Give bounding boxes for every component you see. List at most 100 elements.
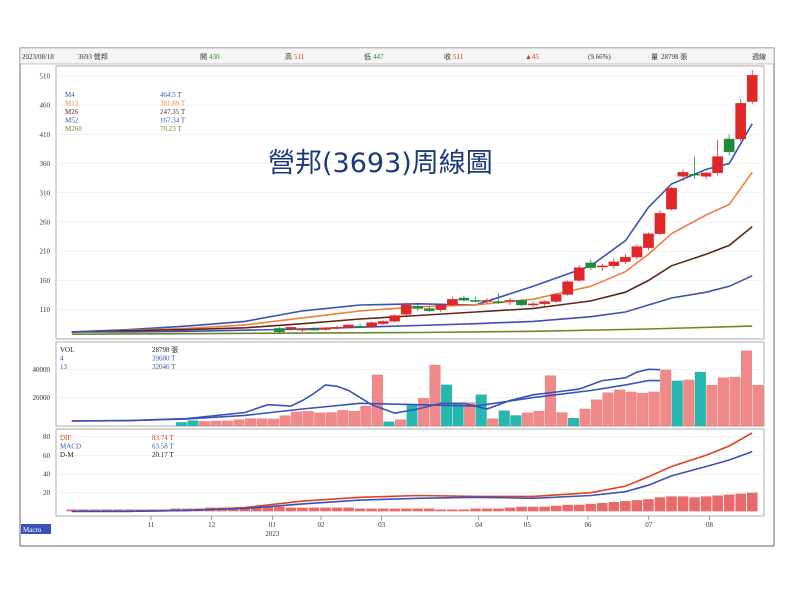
volume-bar — [406, 405, 418, 427]
volume-bar — [464, 402, 476, 427]
price-tick-label: 510 — [40, 72, 51, 80]
macd-histogram-bar — [308, 507, 320, 512]
x-month-label: 05 — [524, 521, 532, 529]
macd-histogram-bar — [504, 507, 516, 512]
candle-body — [608, 261, 620, 266]
volume-bar — [683, 379, 695, 427]
macd-histogram-bar — [562, 504, 574, 512]
price-tick-label: 160 — [40, 277, 51, 285]
volume-bar — [660, 369, 672, 427]
candle-body — [666, 187, 677, 210]
macd-tick-label: 40 — [43, 471, 51, 479]
volume-bar — [533, 410, 545, 427]
price-legend-value: 247.35 T — [160, 108, 186, 116]
candle-body — [585, 262, 597, 268]
macd-histogram-bar — [677, 496, 689, 512]
macd-histogram-bar — [423, 508, 435, 512]
macd-bars — [66, 492, 758, 512]
macd-histogram-bar — [412, 508, 424, 512]
macd-histogram-bar — [377, 508, 389, 512]
volume-bar — [637, 392, 649, 427]
line-vol13 — [71, 379, 660, 422]
volume-bar — [694, 371, 706, 427]
candle-body — [596, 265, 608, 268]
macd-histogram-bar — [297, 507, 308, 512]
volume-bar — [475, 394, 487, 427]
macd-histogram-bar — [527, 506, 539, 512]
macd-legend-name: MACD — [60, 443, 81, 451]
candle-body — [493, 301, 504, 303]
candle-body — [735, 103, 747, 140]
macd-legend-value: 83.74 T — [152, 434, 174, 442]
macd-tick-label: 20 — [43, 489, 51, 497]
macd-histogram-bar — [112, 509, 124, 512]
x-month-label: 12 — [208, 521, 216, 529]
volume-legend-value: 32046 T — [152, 363, 176, 371]
price-legend-name: M4 — [65, 91, 75, 99]
candle-body — [643, 233, 654, 248]
macd-histogram-bar — [124, 509, 135, 512]
volume-bar — [614, 389, 626, 427]
corner-label: Macro — [23, 526, 42, 534]
candle-body — [481, 300, 493, 302]
volume-bar — [222, 420, 233, 427]
line-m260 — [71, 325, 753, 336]
candle-body — [389, 315, 401, 322]
macd-histogram-bar — [320, 507, 331, 512]
macd-histogram-bar — [643, 499, 654, 512]
volume-bar — [521, 412, 533, 427]
volume-bars — [175, 350, 764, 427]
price-tick-label: 210 — [40, 248, 51, 256]
volume-bar — [487, 418, 499, 427]
volume-tick-label: 20000 — [33, 394, 51, 402]
candle-body — [274, 328, 285, 333]
macd-histogram-bar — [274, 506, 285, 512]
volume-legend-value: 39680 T — [152, 355, 176, 363]
macd-histogram-bar — [101, 509, 112, 512]
volume-bar — [245, 418, 256, 427]
macd-histogram-bar — [689, 497, 700, 512]
macd-histogram-bar — [573, 504, 585, 512]
line-m26 — [71, 226, 753, 333]
volume-bar — [452, 403, 464, 427]
volume-bar — [314, 412, 326, 427]
volume-bar — [302, 411, 314, 427]
header-bar — [19, 47, 775, 65]
price-legend-name: M52 — [65, 117, 79, 125]
candle-body — [377, 321, 389, 324]
x-year-label: 2023 — [265, 530, 280, 538]
macd-histogram-bar — [700, 496, 712, 512]
header-low: 447 — [373, 53, 384, 61]
volume-bar — [556, 412, 568, 427]
candle-body — [550, 294, 562, 302]
candle-body — [746, 75, 758, 102]
volume-bar — [418, 398, 429, 427]
volume-tick-label: 40000 — [33, 366, 51, 374]
macd-histogram-bar — [596, 502, 608, 512]
candle-body — [320, 327, 331, 330]
price-tick-label: 260 — [40, 219, 51, 227]
candle-body — [458, 297, 470, 301]
x-month-label: 04 — [475, 521, 483, 529]
volume-bar — [348, 410, 360, 427]
volume-bar — [579, 408, 591, 427]
candle-body — [516, 300, 527, 306]
candle-body — [677, 172, 689, 177]
macd-histogram-bar — [239, 507, 251, 512]
volume-bar — [383, 421, 395, 427]
candle-body — [654, 213, 666, 234]
candle-body — [700, 172, 712, 177]
macd-histogram-bar — [458, 509, 470, 512]
macd-tick-label: 80 — [43, 433, 51, 441]
volume-legend-name: 13 — [60, 363, 68, 371]
volume-bar — [198, 421, 210, 427]
volume-bar — [325, 412, 337, 427]
macd-histogram-bar — [631, 500, 643, 512]
macd-histogram-bar — [354, 508, 366, 512]
header-period: 週線 — [752, 52, 766, 61]
candle-body — [631, 246, 643, 258]
header-open: 430 — [209, 53, 220, 61]
macd-histogram-bar — [366, 508, 377, 512]
volume-bar — [233, 419, 245, 427]
